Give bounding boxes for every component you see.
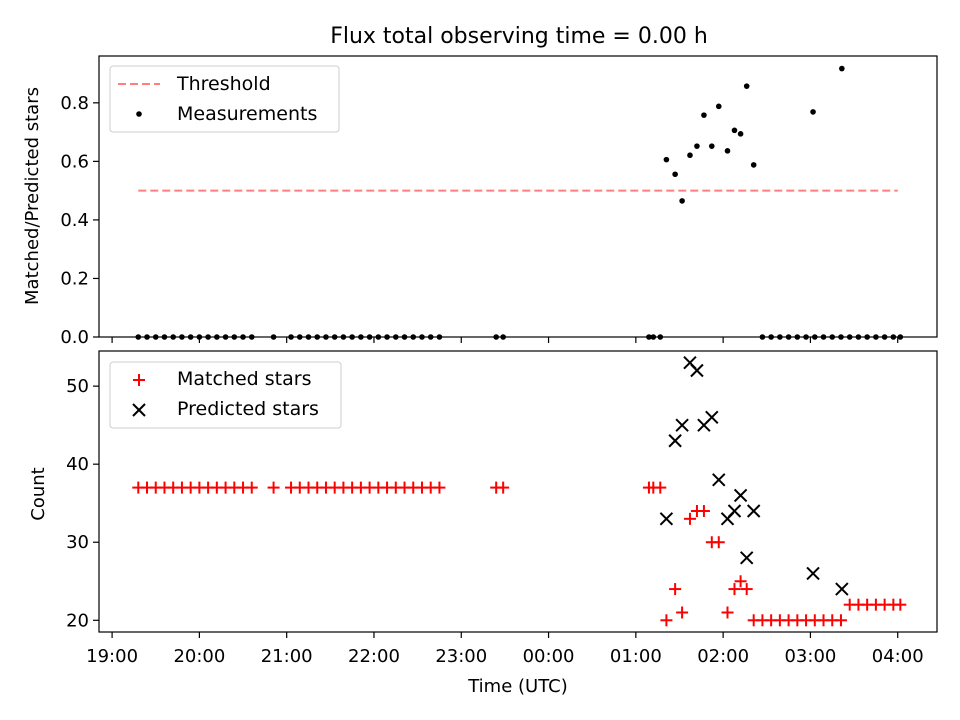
matched-star-point bbox=[728, 583, 741, 596]
top-y-tick-label: 0.6 bbox=[60, 151, 89, 172]
matched-star-point bbox=[712, 536, 725, 549]
top-y-tick-label: 0.2 bbox=[60, 268, 89, 289]
measurement-point bbox=[701, 112, 707, 118]
top-panel: 0.00.20.40.60.8 Matched/Predicted stars … bbox=[22, 55, 938, 348]
predicted-star-point bbox=[659, 512, 674, 526]
measurement-point bbox=[687, 152, 693, 159]
bottom-panel: 20 30 40 50 19:00 20:00 21:00 22:00 23:00 00:00 01… bbox=[28, 350, 938, 697]
matched-star-point bbox=[669, 583, 682, 596]
measurement-point bbox=[810, 109, 816, 115]
x-tick-label: 21:00 bbox=[261, 646, 313, 667]
x-tick-label: 03:00 bbox=[784, 646, 836, 667]
predicted-star-point bbox=[705, 410, 719, 425]
x-axis-label: Time (UTC) bbox=[467, 676, 568, 697]
top-y-tick-label: 0.8 bbox=[60, 93, 89, 114]
bottom-y-tick-label: 50 bbox=[66, 376, 89, 397]
matched-legend-label: Matched stars bbox=[177, 368, 311, 390]
bottom-legend: Matched stars Predicted stars bbox=[109, 361, 342, 429]
measurement-point bbox=[750, 162, 757, 168]
x-tick-label: 22:00 bbox=[348, 646, 400, 667]
matched-star-point bbox=[734, 575, 747, 588]
matched-legend-swatch bbox=[133, 374, 145, 386]
measurement-point bbox=[724, 148, 731, 154]
matched-star-point bbox=[660, 614, 673, 627]
matched-star-point bbox=[245, 481, 258, 494]
matched-star-point bbox=[654, 481, 667, 494]
predicted-star-point bbox=[746, 504, 761, 518]
matched-star-point bbox=[697, 505, 710, 518]
top-y-axis-label: Matched/Predicted stars bbox=[22, 87, 43, 305]
matched-star-point bbox=[683, 512, 696, 525]
predicted-star-point bbox=[806, 566, 820, 581]
x-tick-label: 04:00 bbox=[872, 646, 924, 667]
measurement-point bbox=[715, 103, 722, 110]
bottom-y-tick-label: 40 bbox=[66, 454, 89, 475]
measurement-point bbox=[694, 143, 700, 149]
bottom-y-tick-label: 30 bbox=[66, 532, 89, 553]
matched-star-point bbox=[721, 606, 734, 619]
top-legend: Threshold Measurements bbox=[109, 65, 340, 133]
x-tick-label: 00:00 bbox=[523, 646, 575, 667]
predicted-star-point bbox=[727, 504, 742, 518]
matched-star-point bbox=[497, 481, 510, 494]
measurement-point bbox=[708, 143, 715, 149]
measurement-point bbox=[663, 156, 670, 163]
bottom-y-axis-label: Count bbox=[28, 467, 49, 520]
top-y-tick-label: 0.4 bbox=[60, 210, 89, 231]
bottom-legend-box bbox=[109, 361, 342, 429]
x-tick-label: 01:00 bbox=[610, 646, 662, 667]
matched-star-point bbox=[834, 614, 847, 627]
measurement-point bbox=[672, 171, 678, 178]
matched-star-point bbox=[740, 583, 753, 596]
predicted-legend-label: Predicted stars bbox=[177, 398, 319, 420]
measurements-legend-swatch bbox=[136, 111, 142, 117]
matched-star-point bbox=[894, 598, 907, 611]
predicted-star-point bbox=[739, 551, 754, 565]
top-y-tick-label: 0.0 bbox=[60, 327, 89, 348]
measurement-point bbox=[737, 131, 744, 137]
predicted-star-point bbox=[733, 488, 748, 503]
measurement-point bbox=[743, 83, 750, 89]
measurement-point bbox=[839, 65, 845, 72]
x-tick-label: 02:00 bbox=[697, 646, 749, 667]
x-tick-label: 23:00 bbox=[435, 646, 487, 667]
chart-title: Flux total observing time = 0.00 h bbox=[330, 24, 708, 49]
threshold-legend-label: Threshold bbox=[176, 73, 271, 95]
predicted-star-point bbox=[712, 473, 726, 487]
top-legend-box bbox=[109, 65, 340, 133]
matched-star-point bbox=[433, 481, 446, 494]
predicted-star-point bbox=[690, 363, 704, 378]
measurements-legend-label: Measurements bbox=[177, 103, 317, 125]
predicted-star-point bbox=[668, 434, 682, 448]
measurement-point bbox=[731, 127, 738, 134]
top-axes-frame bbox=[98, 55, 938, 338]
matched-star-point bbox=[267, 481, 280, 494]
bottom-y-tick-label: 20 bbox=[66, 610, 89, 631]
measurement-point bbox=[679, 198, 685, 204]
matched-star-point bbox=[676, 606, 689, 619]
x-tick-label: 19:00 bbox=[86, 646, 138, 667]
predicted-legend-swatch bbox=[132, 403, 146, 417]
predicted-star-point bbox=[835, 582, 849, 596]
predicted-star-point bbox=[675, 418, 689, 432]
bottom-axes-frame bbox=[98, 350, 938, 633]
x-tick-label: 20:00 bbox=[173, 646, 225, 667]
